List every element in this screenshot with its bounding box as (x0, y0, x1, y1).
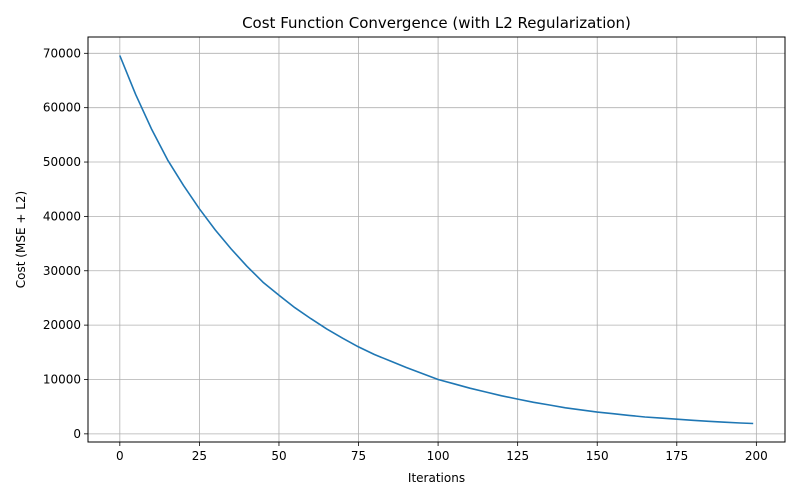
series-line (119, 55, 754, 425)
x-tick-label: 100 (427, 449, 450, 463)
x-tick-label: 175 (665, 449, 688, 463)
x-tick-label: 125 (506, 449, 529, 463)
x-axis: 0 25 50 75 100 125 150 175 200 (116, 442, 768, 463)
y-tick-label: 40000 (43, 209, 81, 223)
x-tick-label: 75 (351, 449, 366, 463)
y-axis-title: Cost (MSE + L2) (14, 191, 28, 288)
x-axis-title: Iterations (408, 471, 465, 485)
x-tick-label: 25 (192, 449, 207, 463)
x-tick-label: 50 (271, 449, 286, 463)
y-tick-label: 20000 (43, 318, 81, 332)
x-tick-label: 150 (586, 449, 609, 463)
y-tick-label: 60000 (43, 101, 81, 115)
y-tick-label: 50000 (43, 155, 81, 169)
y-tick-label: 30000 (43, 264, 81, 278)
x-tick-label: 0 (116, 449, 124, 463)
y-tick-label: 10000 (43, 372, 81, 386)
series-layer (119, 55, 754, 425)
chart-title: Cost Function Convergence (with L2 Regul… (242, 14, 631, 32)
y-tick-label: 70000 (43, 46, 81, 60)
x-tick-label: 200 (745, 449, 768, 463)
y-tick-label: 0 (73, 427, 81, 441)
y-axis: 0 10000 20000 30000 40000 50000 60000 70000 (43, 46, 88, 441)
plot-frame (87, 36, 786, 443)
